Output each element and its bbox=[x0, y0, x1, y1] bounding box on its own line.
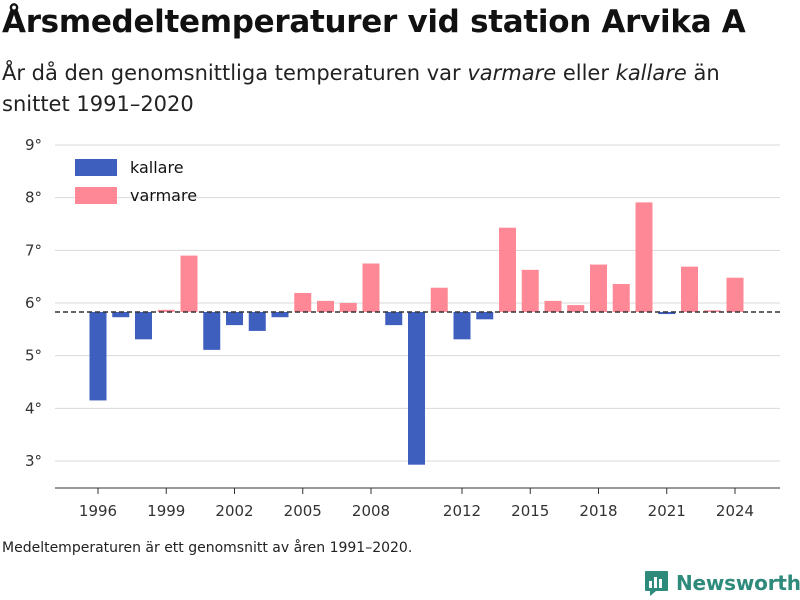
legend-item-varmare[interactable]: varmare bbox=[75, 186, 197, 205]
bar-2003 bbox=[248, 311, 266, 331]
x-tick-label: 2012 bbox=[443, 502, 481, 520]
bar-2020 bbox=[635, 202, 653, 312]
y-tick-label: 8° bbox=[25, 189, 42, 207]
chart-subtitle: År då den genomsnittliga temperaturen va… bbox=[2, 58, 792, 120]
legend-item-kallare[interactable]: kallare bbox=[75, 158, 184, 177]
legend-label-varmare: varmare bbox=[130, 186, 198, 205]
bar-2008 bbox=[362, 263, 380, 312]
page-title: Årsmedeltemperaturer vid station Arvika … bbox=[2, 4, 746, 40]
legend-swatch-varmare bbox=[75, 187, 117, 204]
bar-2023 bbox=[703, 310, 721, 312]
legend-swatch-kallare bbox=[75, 159, 117, 176]
y-tick-label: 6° bbox=[25, 294, 42, 312]
bar-2002 bbox=[226, 311, 243, 326]
x-tick-label: 2018 bbox=[579, 502, 617, 520]
bar-2011 bbox=[430, 287, 448, 312]
x-tick-label: 2021 bbox=[648, 502, 686, 520]
bar-2001 bbox=[203, 311, 221, 350]
bar-1999 bbox=[157, 309, 175, 312]
bar-2016 bbox=[544, 300, 562, 312]
bar-2006 bbox=[317, 300, 334, 312]
subtitle-text-1: År då den genomsnittliga temperaturen va… bbox=[2, 61, 468, 85]
y-tick-label: 9° bbox=[25, 136, 42, 154]
brand-logo[interactable]: Newsworthy bbox=[644, 568, 800, 598]
y-tick-label: 3° bbox=[25, 452, 42, 470]
newsworthy-logo-icon bbox=[645, 570, 668, 596]
bar-2010 bbox=[408, 311, 425, 465]
subtitle-text-3: än snittet 1991–2020 bbox=[2, 61, 720, 116]
bar-2009 bbox=[385, 311, 403, 326]
y-tick-label: 7° bbox=[25, 241, 42, 259]
bar-2019 bbox=[612, 284, 630, 312]
footnote: Medeltemperaturen är ett genomsnitt av å… bbox=[2, 540, 413, 556]
x-tick-label: 2015 bbox=[511, 502, 549, 520]
bar-2012 bbox=[453, 311, 471, 340]
bar-1997 bbox=[112, 311, 130, 318]
subtitle-text-2: eller bbox=[556, 61, 616, 85]
bar-2013 bbox=[476, 311, 494, 320]
bar-2015 bbox=[521, 269, 539, 312]
x-tick-label: 2024 bbox=[716, 502, 754, 520]
bar-2005 bbox=[294, 292, 312, 312]
x-tick-label: 2005 bbox=[284, 502, 322, 520]
bar-1996 bbox=[89, 311, 107, 401]
bar-2004 bbox=[271, 311, 289, 318]
bar-2022 bbox=[681, 266, 698, 312]
bar-2021 bbox=[658, 311, 676, 315]
subtitle-cold-word: kallare bbox=[615, 61, 687, 85]
brand-name: Newsworthy bbox=[676, 571, 800, 595]
bar-2024 bbox=[726, 277, 744, 312]
legend-label-kallare: kallare bbox=[130, 158, 184, 177]
bar-2007 bbox=[339, 303, 357, 312]
bar-2014 bbox=[499, 227, 516, 312]
x-tick-label: 1996 bbox=[79, 502, 117, 520]
x-tick-label: 2002 bbox=[215, 502, 253, 520]
bar-2018 bbox=[590, 264, 607, 312]
subtitle-warm-word: varmare bbox=[467, 61, 557, 85]
x-tick-label: 1999 bbox=[147, 502, 185, 520]
bar-2017 bbox=[567, 305, 585, 312]
y-tick-label: 4° bbox=[25, 399, 42, 417]
y-tick-label: 5° bbox=[25, 347, 42, 365]
bar-1998 bbox=[135, 311, 152, 340]
bar-2000 bbox=[180, 255, 198, 312]
x-tick-label: 2008 bbox=[352, 502, 390, 520]
